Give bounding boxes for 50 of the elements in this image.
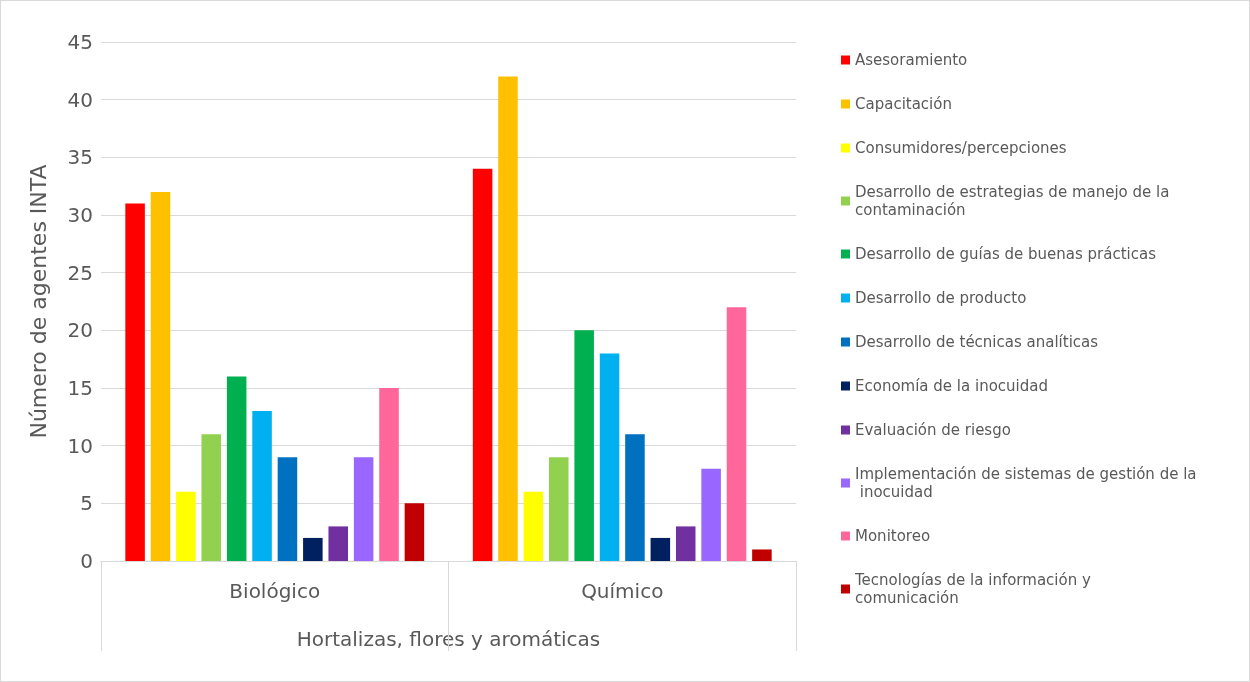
x-axis-title: Hortalizas, flores y aromáticas — [296, 627, 601, 651]
bar — [752, 549, 772, 561]
bar — [523, 491, 544, 561]
legend-label: Desarrollo de guías de buenas prácticas — [855, 245, 1157, 263]
bar — [472, 168, 493, 561]
y-tick-label: 30 — [67, 203, 93, 227]
bar — [226, 376, 247, 561]
bar — [726, 307, 747, 561]
y-axis-title: Número de agentes INTA — [25, 164, 51, 439]
bar — [498, 76, 518, 561]
legend-label: Desarrollo de estrategias de manejo de la contaminación — [855, 183, 1175, 219]
legend-label: Tecnologías de la información y comunicación — [854, 571, 1096, 607]
bar — [252, 411, 272, 561]
y-tick-label: 45 — [67, 30, 93, 54]
x-tick-label: Químico — [581, 579, 664, 603]
bar — [599, 353, 620, 561]
bar — [574, 330, 594, 561]
bar — [176, 491, 196, 561]
bar — [277, 457, 298, 561]
bar — [201, 434, 222, 561]
x-tick-label: Biológico — [229, 579, 321, 603]
y-tick-label: 15 — [67, 376, 93, 400]
bar — [125, 203, 145, 561]
y-tick-label: 10 — [67, 433, 93, 458]
y-tick-label: 0 — [80, 549, 93, 573]
legend-label: Evaluación de riesgo — [855, 421, 1011, 439]
bar — [150, 191, 171, 561]
bar — [328, 526, 348, 561]
bar — [379, 388, 399, 561]
legend-label: Implementación de sistemas de gestión de la inocuidad — [855, 465, 1197, 501]
legend-label: Asesoramiento — [855, 51, 968, 69]
legend-label: Economía de la inocuidad — [855, 377, 1048, 395]
bar — [353, 457, 374, 561]
y-tick-label: 5 — [80, 491, 93, 516]
legend-label: Consumidores/percepciones — [855, 139, 1067, 157]
legend-label: Capacitación — [855, 95, 952, 113]
y-tick-label: 25 — [67, 260, 93, 285]
bar — [404, 503, 425, 561]
y-tick-label: 20 — [67, 318, 93, 343]
bar — [701, 468, 721, 561]
bar — [650, 537, 671, 561]
y-tick-label: 35 — [67, 145, 93, 170]
legend-label: Desarrollo de producto — [855, 289, 1027, 307]
bar — [675, 526, 696, 561]
bar — [549, 457, 569, 561]
bar — [303, 537, 323, 561]
bar — [625, 434, 645, 561]
y-tick-label: 40 — [67, 87, 93, 112]
legend-label: Monitoreo — [855, 527, 931, 545]
legend-label: Desarrollo de técnicas analíticas — [855, 333, 1099, 351]
